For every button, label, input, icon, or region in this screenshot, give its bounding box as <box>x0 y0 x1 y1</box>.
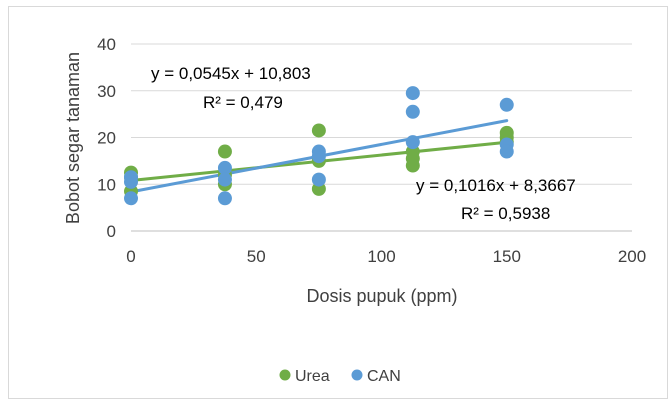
y-tick-label: 0 <box>107 222 116 241</box>
data-point-can <box>405 135 420 150</box>
axis-ticks: 0 10 20 30 40 0 50 100 150 200 <box>97 35 646 266</box>
urea-trendline-equation: y = 0,0545x + 10,803 <box>151 64 311 83</box>
y-tick-label: 40 <box>97 35 116 54</box>
data-point-can <box>311 149 326 164</box>
x-tick-label: 0 <box>126 247 135 266</box>
data-point-can <box>405 86 420 101</box>
x-axis-title: Dosis pupuk (ppm) <box>306 286 457 306</box>
data-point-urea <box>405 158 420 173</box>
x-tick-label: 200 <box>618 247 646 266</box>
data-point-can <box>405 104 420 119</box>
x-tick-label: 150 <box>493 247 521 266</box>
gridlines <box>131 43 632 232</box>
data-point-can <box>124 174 138 189</box>
urea-trendline-r2: R² = 0,479 <box>203 93 283 112</box>
y-axis-title: Bobot segar tanaman <box>63 52 83 224</box>
can-trendline-equation: y = 0,1016x + 8,3667 <box>416 176 576 195</box>
data-points <box>124 86 514 206</box>
x-tick-label: 50 <box>247 247 266 266</box>
data-point-can <box>217 160 232 175</box>
can-trendline-r2: R² = 0,5938 <box>461 204 550 223</box>
x-tick-label: 100 <box>367 247 395 266</box>
data-point-can <box>124 191 138 206</box>
data-point-can <box>499 97 514 112</box>
legend-marker-can <box>351 369 363 381</box>
data-point-can <box>217 191 232 206</box>
chart-frame <box>8 6 668 399</box>
data-point-urea <box>217 144 232 159</box>
legend-label-urea: Urea <box>295 368 330 385</box>
legend-label-can: CAN <box>367 368 401 385</box>
y-tick-label: 30 <box>97 82 116 101</box>
data-point-urea <box>311 123 326 138</box>
y-tick-label: 10 <box>97 175 116 194</box>
data-point-can <box>499 144 514 159</box>
y-tick-label: 20 <box>97 129 116 148</box>
data-point-can <box>311 172 326 187</box>
legend: Urea CAN <box>279 368 401 385</box>
legend-marker-urea <box>279 369 291 381</box>
data-point-can <box>217 172 232 187</box>
